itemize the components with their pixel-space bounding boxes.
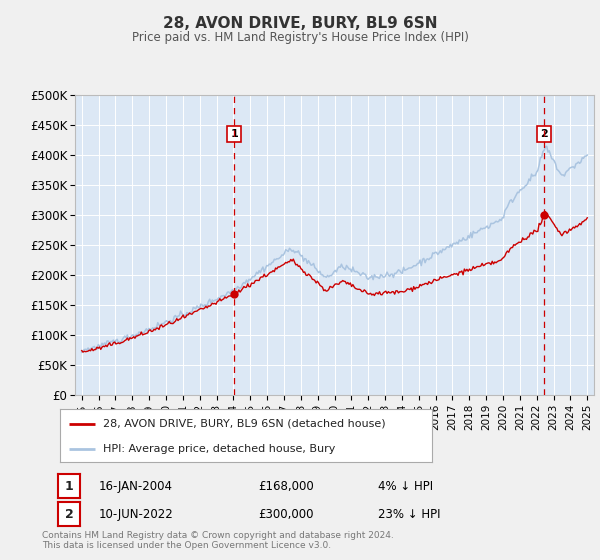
- Text: Price paid vs. HM Land Registry's House Price Index (HPI): Price paid vs. HM Land Registry's House …: [131, 31, 469, 44]
- Text: Contains HM Land Registry data © Crown copyright and database right 2024.
This d: Contains HM Land Registry data © Crown c…: [42, 530, 394, 550]
- Text: £300,000: £300,000: [258, 507, 314, 521]
- Text: 1: 1: [65, 479, 73, 493]
- Text: 10-JUN-2022: 10-JUN-2022: [99, 507, 174, 521]
- Text: 16-JAN-2004: 16-JAN-2004: [99, 479, 173, 493]
- Text: 2: 2: [540, 129, 548, 139]
- Text: 28, AVON DRIVE, BURY, BL9 6SN: 28, AVON DRIVE, BURY, BL9 6SN: [163, 16, 437, 31]
- Text: £168,000: £168,000: [258, 479, 314, 493]
- Text: 28, AVON DRIVE, BURY, BL9 6SN (detached house): 28, AVON DRIVE, BURY, BL9 6SN (detached …: [103, 419, 385, 429]
- Text: 4% ↓ HPI: 4% ↓ HPI: [378, 479, 433, 493]
- Text: 2: 2: [65, 507, 73, 521]
- Text: HPI: Average price, detached house, Bury: HPI: Average price, detached house, Bury: [103, 444, 335, 454]
- Text: 23% ↓ HPI: 23% ↓ HPI: [378, 507, 440, 521]
- Text: 1: 1: [230, 129, 238, 139]
